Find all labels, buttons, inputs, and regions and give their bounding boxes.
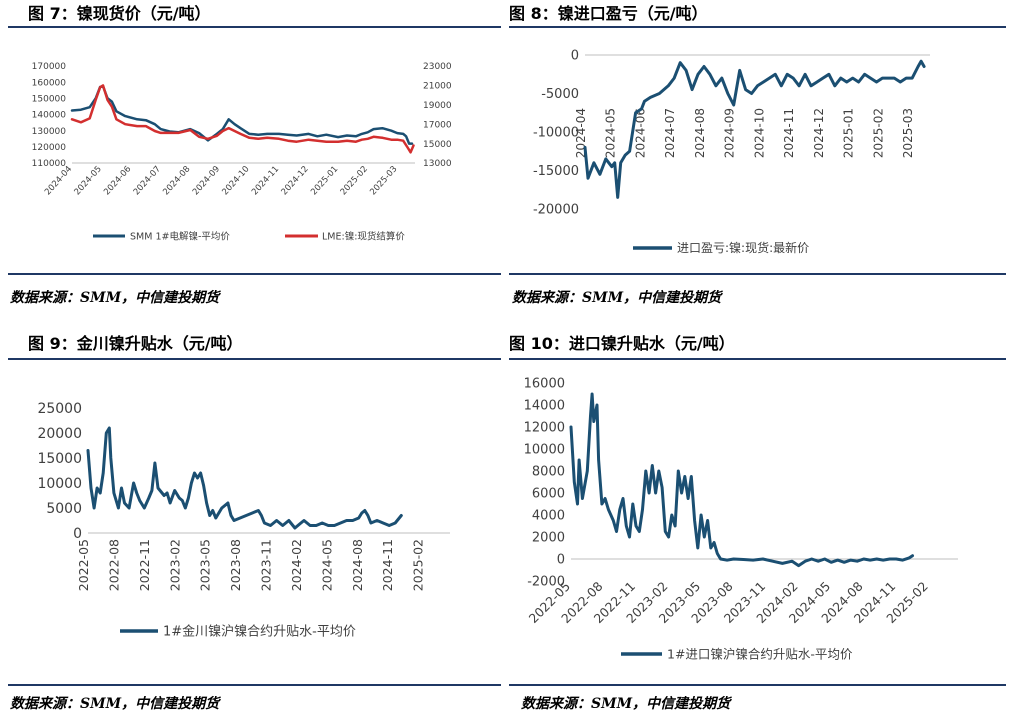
fig10-source: 数据来源：SMM，中信建投期货 bbox=[521, 696, 731, 712]
fig9-x-tick-label: 2022-11 bbox=[137, 539, 152, 591]
fig8-x-tick-label: 2024-05 bbox=[604, 108, 618, 158]
fig8-x-tick-label: 2024-09 bbox=[723, 108, 737, 158]
fig10-legend-label-0: 1#进口镍沪镍合约升贴水-平均价 bbox=[667, 646, 853, 661]
fig10-y-tick-label: 6000 bbox=[532, 487, 565, 502]
fig7-y2-tick-label: 23000 bbox=[423, 62, 452, 72]
fig8-source: 数据来源：SMM，中信建投期货 bbox=[512, 290, 722, 306]
rule-mid2-left bbox=[8, 358, 501, 360]
fig7-y-tick-label: 130000 bbox=[32, 127, 67, 137]
fig9-legend-label-0: 1#金川镍沪镍合约升贴水-平均价 bbox=[163, 624, 356, 640]
fig8-x-tick-label: 2024-11 bbox=[782, 108, 796, 158]
fig9-x-tick-label: 2023-02 bbox=[167, 539, 182, 591]
fig9-source: 数据来源：SMM，中信建投期货 bbox=[10, 696, 220, 712]
fig7-legend-label-1: LME:镍:现货结算价 bbox=[322, 230, 405, 242]
fig8-legend-label-0: 进口盈亏:镍:现货:最新价 bbox=[677, 240, 809, 255]
fig9-y-tick-label: 5000 bbox=[46, 501, 82, 517]
fig10-y-tick-label: 16000 bbox=[524, 377, 565, 392]
fig7-y-tick-label: 150000 bbox=[32, 94, 67, 104]
fig10-y-tick-label: 8000 bbox=[532, 465, 565, 480]
fig9-x-tick-label: 2023-11 bbox=[259, 539, 274, 591]
fig8-x-tick-label: 2024-06 bbox=[633, 108, 647, 158]
rule-bot-left bbox=[8, 684, 501, 686]
rule-mid-right bbox=[509, 273, 1006, 275]
fig8-x-tick-label: 2025-01 bbox=[842, 108, 856, 158]
fig10-y-tick-label: 10000 bbox=[524, 443, 565, 458]
fig9-y-tick-label: 10000 bbox=[37, 476, 82, 492]
fig9-x-tick-label: 2024-11 bbox=[380, 539, 395, 591]
fig9-x-tick-label: 2022-05 bbox=[76, 539, 91, 591]
fig7-source: 数据来源：SMM，中信建投期货 bbox=[10, 290, 220, 306]
fig9-x-tick-label: 2025-02 bbox=[411, 539, 426, 591]
fig7-series-line-0 bbox=[70, 84, 414, 145]
fig7-y2-tick-label: 17000 bbox=[423, 120, 452, 130]
fig10-title: 图 10：进口镍升贴水（元/吨） bbox=[509, 334, 735, 353]
fig7-y-tick-label: 110000 bbox=[32, 159, 67, 169]
fig8-y-tick-label: 0 bbox=[571, 49, 579, 64]
fig8-y-tick-label: -10000 bbox=[533, 126, 579, 141]
fig8-x-tick-label: 2024-08 bbox=[693, 108, 707, 158]
fig7-y2-tick-label: 15000 bbox=[423, 140, 452, 150]
fig10-y-tick-label: 0 bbox=[557, 553, 565, 568]
fig8-series-line-0 bbox=[583, 59, 926, 199]
fig10-y-tick-label: -2000 bbox=[527, 575, 565, 590]
fig9-series-line-0 bbox=[86, 426, 403, 530]
fig10-y-tick-label: 14000 bbox=[524, 399, 565, 414]
rule-mid2-right bbox=[509, 358, 1006, 360]
fig10-y-tick-label: 12000 bbox=[524, 421, 565, 436]
fig8-x-tick-label: 2024-04 bbox=[574, 108, 588, 158]
fig9-x-tick-label: 2024-05 bbox=[319, 539, 334, 591]
fig8-x-tick-label: 2025-03 bbox=[901, 108, 915, 158]
rule-bot-right bbox=[509, 684, 1006, 686]
rule-mid-left bbox=[8, 273, 501, 275]
fig7-y-tick-label: 160000 bbox=[32, 78, 67, 88]
fig9-y-tick-label: 20000 bbox=[37, 426, 82, 442]
fig8-x-tick-label: 2024-10 bbox=[752, 108, 766, 158]
fig7-y2-tick-label: 19000 bbox=[423, 101, 452, 111]
fig10-y-tick-label: 4000 bbox=[532, 509, 565, 524]
fig9-y-tick-label: 0 bbox=[73, 526, 82, 542]
fig8-title: 图 8：镍进口盈亏（元/吨） bbox=[509, 4, 708, 23]
fig9-x-tick-label: 2023-05 bbox=[198, 539, 213, 591]
fig8-y-tick-label: -5000 bbox=[541, 87, 579, 102]
fig9-title: 图 9：金川镍升贴水（元/吨） bbox=[28, 334, 243, 353]
fig7-title: 图 7：镍现货价（元/吨） bbox=[28, 4, 211, 23]
fig7-y2-tick-label: 13000 bbox=[423, 159, 452, 169]
fig9-x-tick-label: 2023-08 bbox=[228, 539, 243, 591]
rule-top-right bbox=[509, 26, 1006, 28]
fig7-y-tick-label: 170000 bbox=[32, 62, 67, 72]
fig9-y-tick-label: 25000 bbox=[37, 401, 82, 417]
fig10-series-line-0 bbox=[569, 392, 914, 568]
fig7-y-tick-label: 120000 bbox=[32, 143, 67, 153]
fig8-x-tick-label: 2024-07 bbox=[663, 108, 677, 158]
fig8-x-tick-label: 2024-12 bbox=[812, 108, 826, 158]
fig7-y2-tick-label: 21000 bbox=[423, 82, 452, 92]
fig7-y-tick-label: 140000 bbox=[32, 111, 67, 121]
rule-top-left bbox=[8, 26, 501, 28]
fig9-x-tick-label: 2022-08 bbox=[106, 539, 121, 591]
fig7-legend-label-0: SMM 1#电解镍-平均价 bbox=[130, 230, 230, 242]
fig10-y-tick-label: 2000 bbox=[532, 531, 565, 546]
fig7-series-line-1 bbox=[70, 84, 415, 154]
fig9-y-tick-label: 15000 bbox=[37, 451, 82, 467]
fig8-x-tick-label: 2025-02 bbox=[871, 108, 885, 158]
fig9-x-tick-label: 2024-02 bbox=[289, 539, 304, 591]
fig8-y-tick-label: -20000 bbox=[533, 203, 579, 218]
fig9-x-tick-label: 2024-08 bbox=[350, 539, 365, 591]
fig8-y-tick-label: -15000 bbox=[533, 164, 579, 179]
